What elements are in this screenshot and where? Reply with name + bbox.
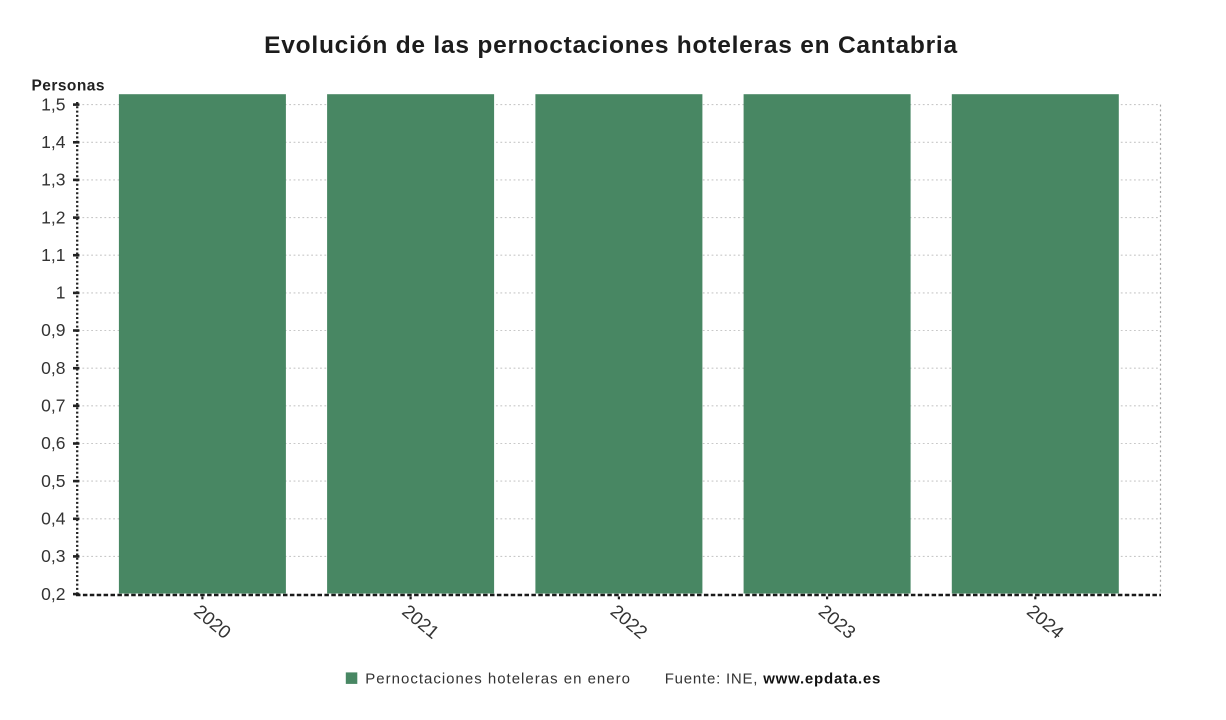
svg-text:1,4: 1,4 <box>41 132 66 152</box>
svg-text:0,7: 0,7 <box>41 396 65 416</box>
svg-text:2022: 2022 <box>607 600 652 643</box>
svg-text:0,9: 0,9 <box>41 320 65 340</box>
svg-text:Evolución de las pernoctacione: Evolución de las pernoctaciones hotelera… <box>264 32 958 59</box>
svg-text:1,5: 1,5 <box>41 94 65 114</box>
svg-text:Personas: Personas <box>32 78 105 95</box>
svg-text:2021: 2021 <box>398 600 443 643</box>
svg-text:0,4: 0,4 <box>41 509 66 529</box>
svg-text:1,3: 1,3 <box>41 170 65 190</box>
svg-text:0,2: 0,2 <box>41 584 65 604</box>
svg-text:Fuente: INE, www.epdata.es: Fuente: INE, www.epdata.es <box>665 671 881 688</box>
svg-text:0,8: 0,8 <box>41 358 65 378</box>
svg-text:0,3: 0,3 <box>41 546 65 566</box>
svg-text:Pernoctaciones hoteleras en en: Pernoctaciones hoteleras en enero <box>365 671 631 688</box>
svg-text:2020: 2020 <box>190 600 235 643</box>
svg-text:2024: 2024 <box>1023 600 1068 643</box>
svg-text:0,5: 0,5 <box>41 471 65 491</box>
svg-text:1: 1 <box>56 283 66 303</box>
svg-text:1,1: 1,1 <box>41 245 65 265</box>
svg-text:2023: 2023 <box>815 600 860 643</box>
svg-text:0,6: 0,6 <box>41 433 65 453</box>
svg-text:1,2: 1,2 <box>41 207 65 227</box>
